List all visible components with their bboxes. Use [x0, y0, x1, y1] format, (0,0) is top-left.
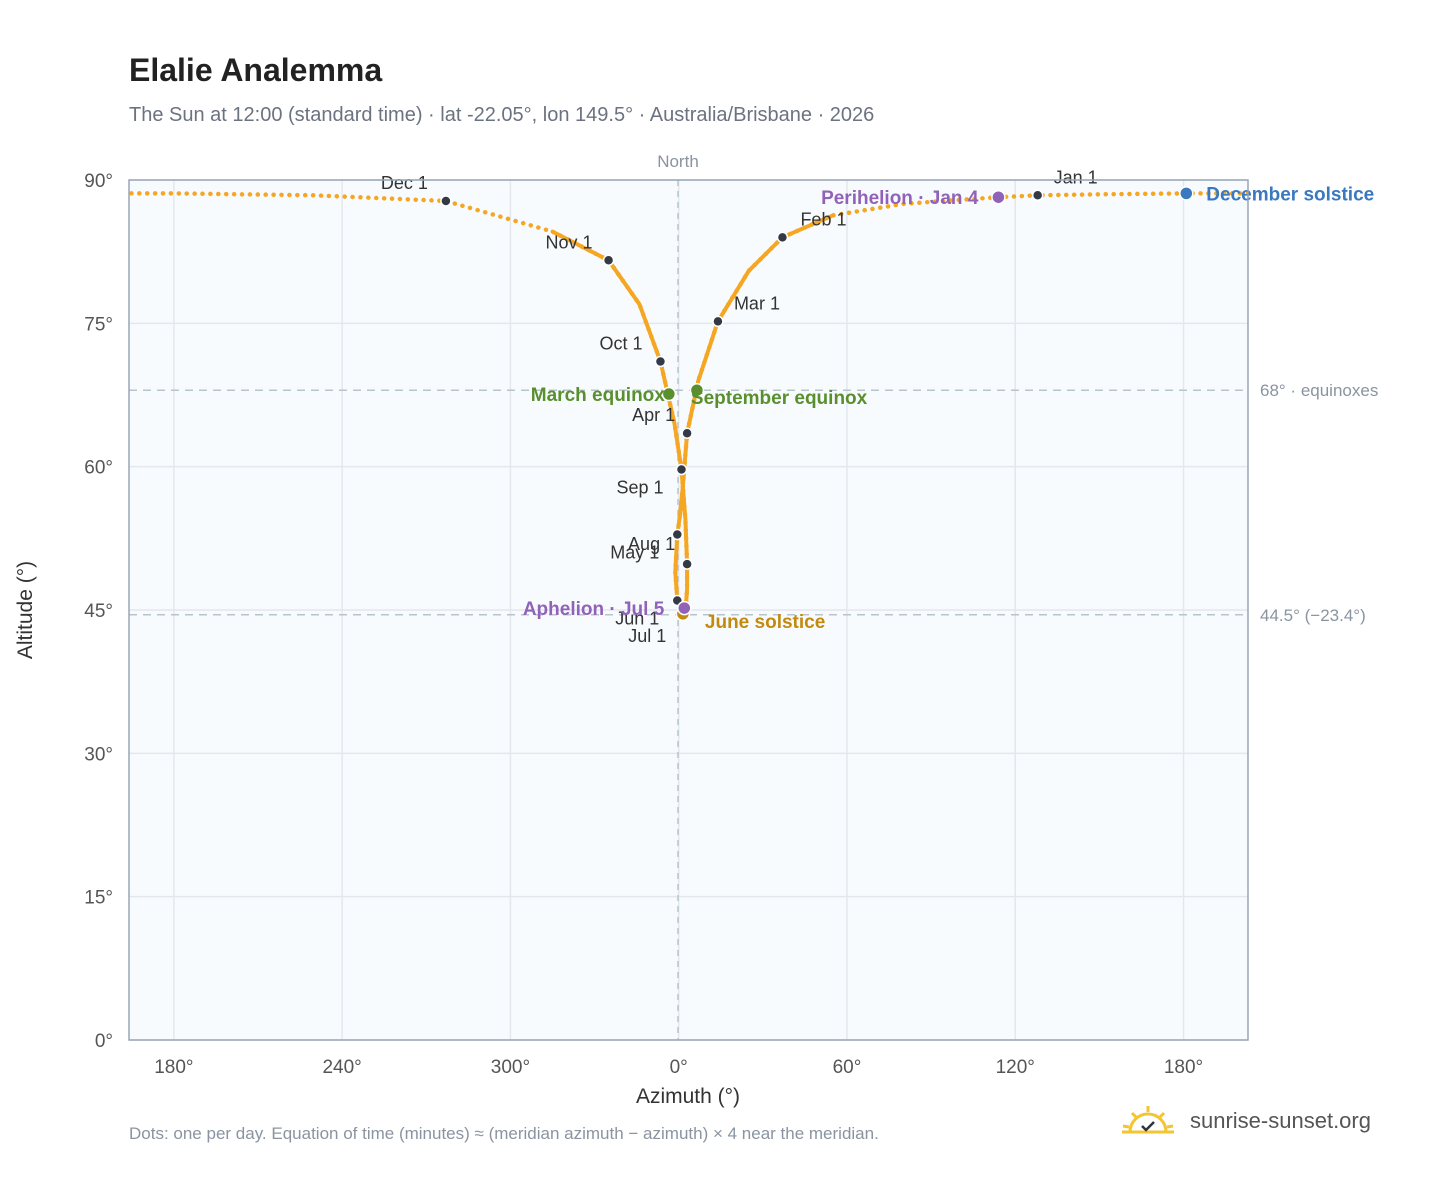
x-tick-label: 120° — [996, 1057, 1035, 1078]
month-marker — [675, 463, 688, 476]
y-tick-label: 0° — [95, 1031, 113, 1052]
north-label: North — [657, 152, 699, 171]
analemma-daily-dots — [1035, 191, 1251, 198]
x-tick-label: 0° — [670, 1057, 688, 1078]
y-tick-label: 90° — [84, 171, 113, 192]
reference-line-label: 44.5° (−23.4°) — [1260, 606, 1366, 625]
reference-lines: 68° · equinoxes 44.5° (−23.4°) — [129, 381, 1378, 625]
month-marker — [712, 315, 724, 328]
y-tick-label: 60° — [84, 458, 113, 479]
event-marker — [661, 386, 677, 402]
month-marker — [776, 231, 789, 244]
x-tick-label: 180° — [154, 1057, 193, 1078]
month-label: Feb 1 — [800, 209, 846, 229]
y-tick-label: 45° — [84, 601, 113, 622]
month-label: Dec 1 — [381, 173, 428, 193]
event-label: September equinox — [691, 388, 868, 409]
month-label: Sep 1 — [616, 478, 663, 498]
chart-subtitle: The Sun at 12:00 (standard time) · lat -… — [129, 104, 875, 126]
event-marker — [1179, 186, 1194, 201]
event-label: March equinox — [531, 385, 666, 406]
month-marker — [1031, 189, 1044, 202]
month-label: Jun 1 — [615, 608, 659, 628]
y-axis-ticks: 0° 15° 30° 45° 60° 75° 90° — [84, 171, 113, 1052]
month-label: Mar 1 — [734, 293, 780, 313]
y-axis-title: Altitude (°) — [14, 561, 37, 659]
event-label: Perihelion · Jan 4 — [821, 188, 979, 209]
x-tick-label: 300° — [491, 1057, 530, 1078]
brand-text: sunrise-sunset.org — [1190, 1108, 1371, 1133]
y-tick-label: 75° — [84, 314, 113, 335]
event-marker — [991, 189, 1006, 205]
event-label: December solstice — [1206, 184, 1374, 205]
event-marker — [689, 382, 705, 398]
plot-frame — [128, 179, 1249, 1041]
month-marker — [654, 355, 667, 368]
x-axis-ticks: 180° 240° 300° 0° 60° 120° 180° — [154, 1057, 1203, 1078]
month-label: Aug 1 — [628, 534, 675, 554]
month-marker — [671, 528, 684, 541]
y-tick-label: 30° — [84, 744, 113, 765]
month-marker — [681, 558, 693, 570]
brand[interactable]: sunrise-sunset.org — [1120, 1104, 1371, 1138]
x-tick-label: 180° — [1164, 1057, 1203, 1078]
x-tick-label: 240° — [322, 1057, 361, 1078]
month-label: Jul 1 — [628, 626, 666, 646]
sun-horizon-check-icon — [1122, 1106, 1174, 1134]
event-label: Aphelion · Jul 5 — [523, 599, 665, 620]
y-tick-label: 15° — [84, 888, 113, 909]
month-label: Apr 1 — [632, 405, 675, 425]
event-marker — [677, 600, 692, 616]
reference-line-label: 68° · equinoxes — [1260, 381, 1378, 400]
x-tick-label: 60° — [833, 1057, 862, 1078]
x-axis-title: Azimuth (°) — [636, 1085, 740, 1108]
chart-title: Elalie Analemma — [129, 52, 383, 88]
month-label: May 1 — [610, 543, 659, 563]
month-marker — [440, 195, 452, 207]
month-marker — [602, 254, 615, 267]
month-marker — [681, 427, 693, 439]
month-label: Oct 1 — [599, 334, 642, 354]
month-label: Nov 1 — [546, 232, 593, 252]
month-label: Jan 1 — [1054, 167, 1098, 187]
event-label: June solstice — [705, 612, 825, 633]
footnote: Dots: one per day. Equation of time (min… — [129, 1124, 879, 1143]
